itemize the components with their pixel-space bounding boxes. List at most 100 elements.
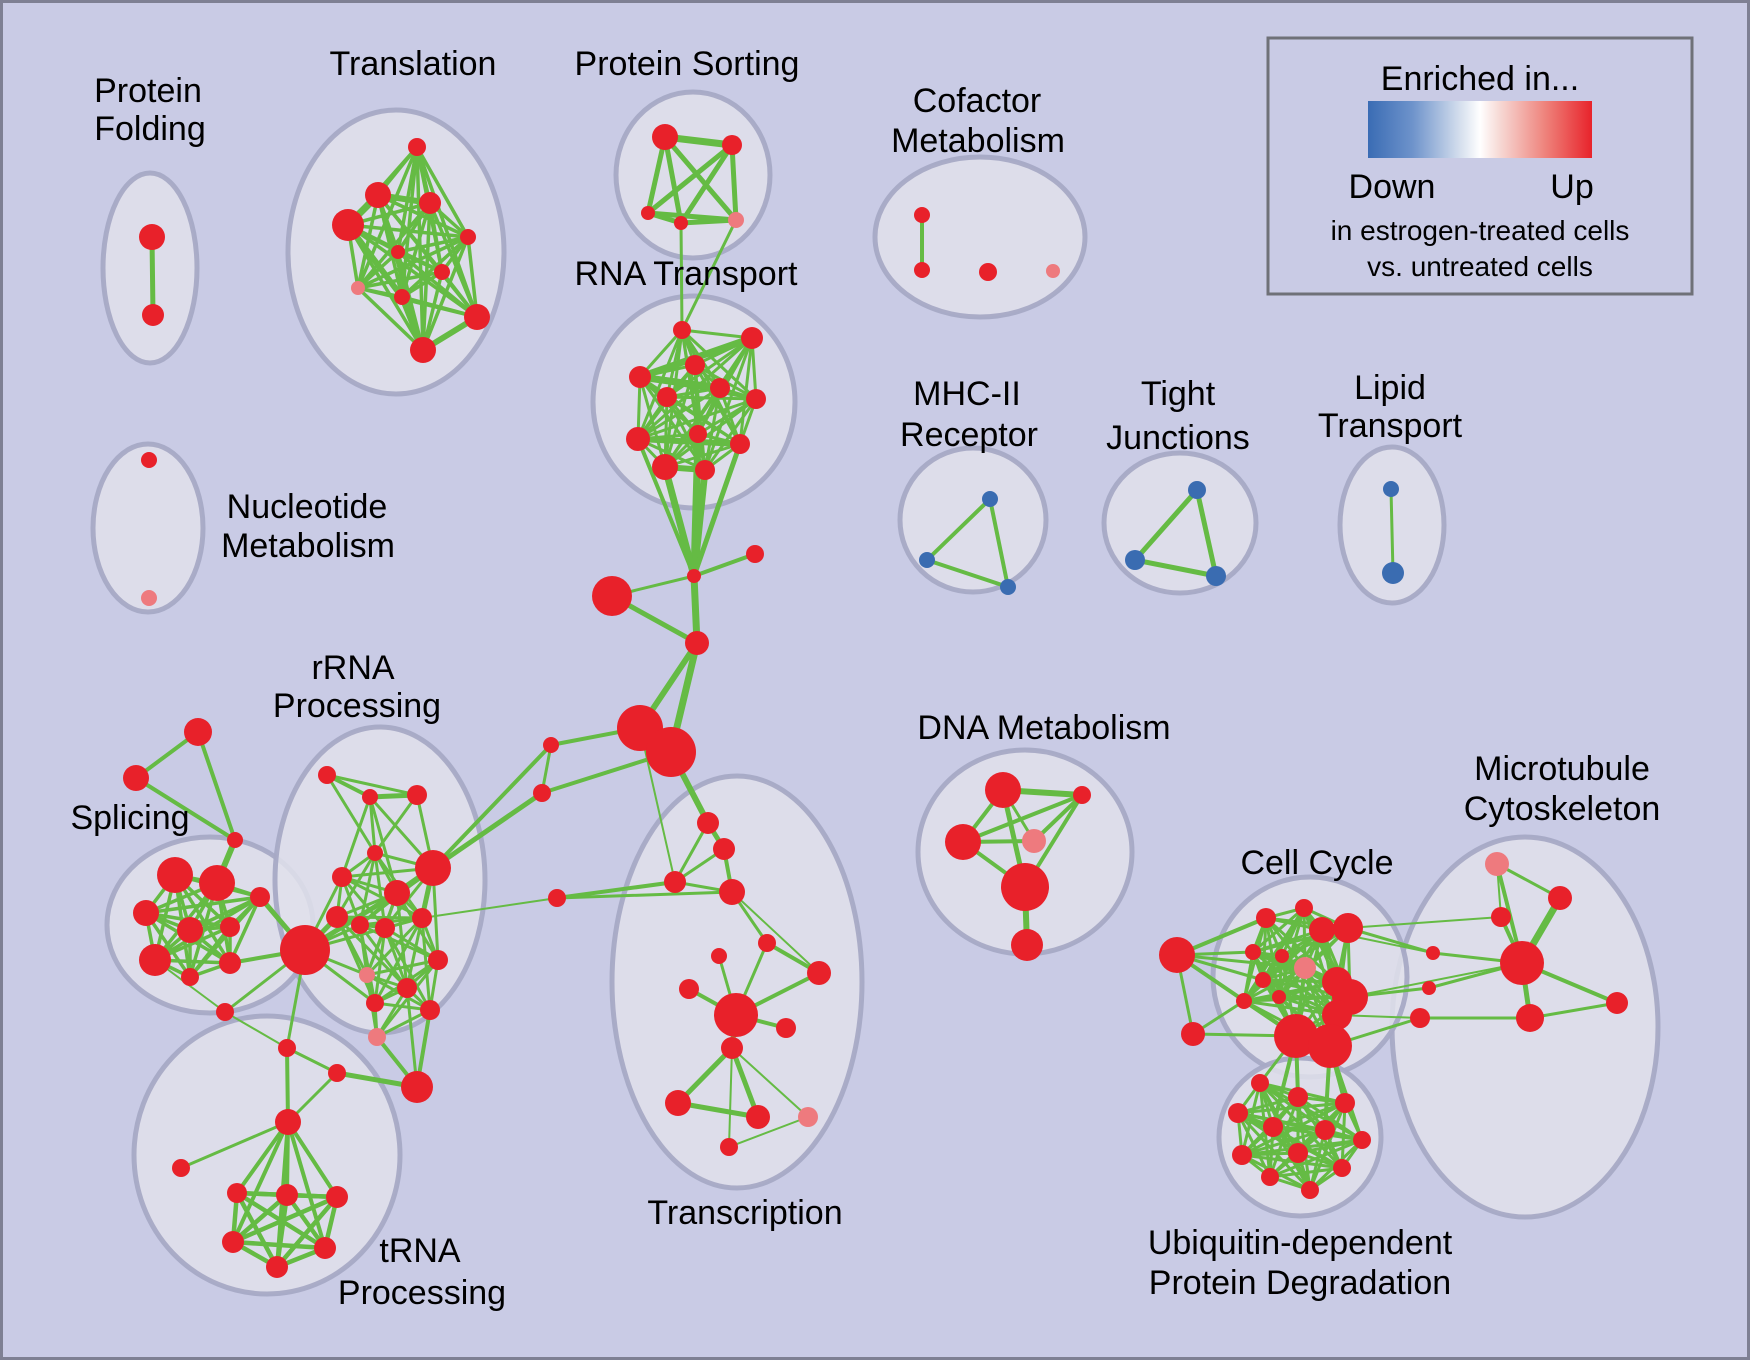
edge	[680, 328, 754, 340]
cluster-label-rrna-line1: rRNA	[311, 649, 394, 687]
cluster-label-microtubule-line1: Microtubule	[1474, 750, 1650, 788]
edge	[728, 1047, 733, 1148]
node-T7-red	[434, 264, 450, 280]
node-R11-red	[652, 454, 678, 480]
node-TJ1-blue	[1188, 481, 1206, 499]
edge	[636, 328, 684, 441]
edge	[636, 373, 724, 392]
node-MH3-blue	[1000, 579, 1016, 595]
node-SP7-red	[181, 968, 199, 986]
node-TJ3-blue	[1206, 566, 1226, 586]
node-T2-red	[365, 182, 391, 208]
edge	[421, 235, 470, 352]
node-CCB2-red	[1308, 1024, 1352, 1068]
cluster-label-lipid-line1: Lipid	[1354, 369, 1426, 407]
legend-subline-2: vs. untreated cells	[1367, 251, 1593, 282]
node-RR16-red	[216, 1003, 234, 1021]
node-LT1-blue	[1383, 481, 1399, 497]
node-T5-red	[460, 229, 476, 245]
node-SP5-red	[220, 917, 240, 937]
cluster-label-mhc-line1: MHC-II	[913, 375, 1021, 413]
edge	[224, 1011, 288, 1049]
edge	[703, 336, 754, 472]
node-PF1-red	[139, 224, 165, 250]
edge	[431, 743, 553, 870]
edge	[368, 795, 377, 855]
edge	[1389, 487, 1395, 575]
edge	[373, 926, 387, 1005]
node-RR13-red	[397, 978, 417, 998]
node-PS1-red	[652, 124, 678, 150]
edge	[675, 1100, 761, 1120]
node-SPh-red	[250, 887, 270, 907]
edge	[274, 1194, 340, 1270]
node-D1-red	[985, 772, 1021, 808]
edge	[230, 1194, 340, 1245]
node-X4-red	[719, 879, 745, 905]
node-RRp2-pink	[368, 1028, 386, 1046]
legend: Enriched in... Down Up in estrogen-treated …	[1266, 36, 1694, 296]
node-X11-red	[665, 1090, 691, 1116]
edge	[179, 1120, 290, 1170]
node-D3-red	[945, 824, 981, 860]
node-T4-red	[419, 192, 441, 214]
cluster-label-nucleotide-line1: Nucleotide	[227, 488, 388, 526]
node-T3-red	[332, 209, 364, 241]
edge	[678, 217, 739, 226]
node-CC4-red	[1275, 949, 1289, 963]
edge	[738, 336, 754, 446]
cluster-ellipse-mhc	[897, 445, 1049, 595]
node-SP2-red	[199, 865, 235, 901]
node-MH1-blue	[982, 491, 998, 507]
node-U4-red	[1228, 1103, 1248, 1123]
node-TJn-red	[278, 1039, 296, 1057]
edge	[665, 336, 754, 399]
node-TC1-red	[227, 1183, 247, 1203]
node-Dp-pink	[1022, 829, 1046, 853]
node-RR5-red	[415, 850, 451, 886]
node-C4-pink	[1046, 264, 1060, 278]
node-SP3-red	[133, 900, 159, 926]
edge	[1132, 487, 1200, 563]
node-RR15-red	[420, 1000, 440, 1020]
edge	[1194, 487, 1219, 579]
node-R10-red	[730, 434, 750, 454]
node-JT1-red	[184, 718, 212, 746]
edge	[286, 1120, 339, 1199]
edge	[925, 497, 992, 562]
edge	[703, 397, 758, 472]
cluster-label-transcription: Transcription	[647, 1194, 842, 1232]
node-RR12-red	[428, 950, 448, 970]
cluster-ellipse-cofactor	[872, 154, 1088, 320]
node-U9-red	[1288, 1143, 1308, 1163]
node-RR4-red	[367, 845, 383, 861]
edge	[356, 286, 425, 352]
edge	[373, 916, 424, 1005]
node-X12-red	[746, 1105, 770, 1129]
cluster-label-protein-sorting: Protein Sorting	[575, 45, 800, 83]
edge	[396, 250, 444, 274]
node-TB-red	[401, 1071, 433, 1103]
edge	[1132, 557, 1219, 579]
node-R2-red	[741, 327, 763, 349]
node-CCL2-red	[1181, 1022, 1205, 1046]
node-RR8-red	[326, 906, 348, 928]
node-M3-red	[1516, 1004, 1544, 1032]
edge	[1236, 1095, 1300, 1115]
node-MJ1-red	[1426, 946, 1440, 960]
edge	[731, 891, 820, 974]
node-RR1-red	[318, 766, 336, 784]
node-RR14-red	[366, 994, 384, 1012]
node-R1-red	[673, 321, 691, 339]
node-JT2-red	[123, 765, 149, 791]
edge	[466, 235, 479, 319]
edge	[663, 397, 758, 469]
edge	[1240, 1153, 1344, 1170]
edge	[988, 497, 1010, 589]
node-CCp-pink	[1294, 957, 1316, 979]
node-PS5-pink	[728, 212, 744, 228]
edge	[1175, 953, 1307, 970]
edge	[383, 926, 432, 1012]
